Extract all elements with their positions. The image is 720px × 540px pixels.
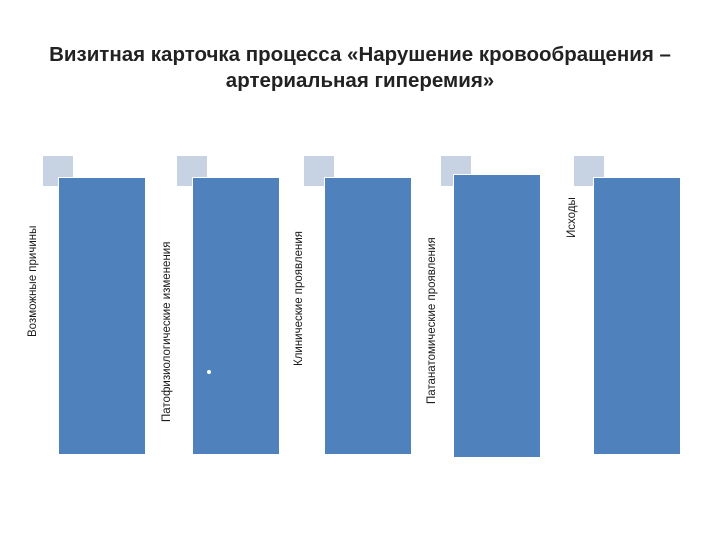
bullet-dot <box>207 370 211 374</box>
title-line-2: артериальная гиперемия» <box>225 69 495 92</box>
column-panel <box>324 177 412 455</box>
column-panel <box>453 174 541 458</box>
title-line-1: Визитная карточка процесса «Нарушение кр… <box>49 43 671 66</box>
column-panel <box>593 177 681 455</box>
page-title: Визитная карточка процесса «Нарушение кр… <box>20 42 700 94</box>
column-panel <box>58 177 146 455</box>
column-panel <box>192 177 280 455</box>
